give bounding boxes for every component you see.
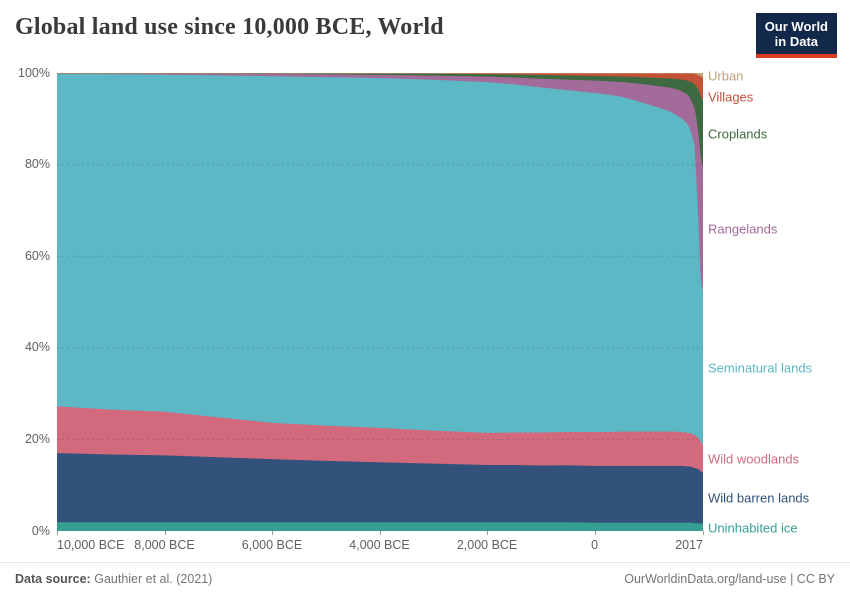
x-axis-tick-label: 6,000 BCE xyxy=(241,538,303,552)
y-axis-tick-label: 100% xyxy=(18,65,50,80)
x-axis-tick-label: 0 xyxy=(591,538,599,552)
x-axis-tick-mark xyxy=(594,531,596,535)
y-axis-tick-label: 80% xyxy=(24,157,50,172)
legend-label-seminatural-lands[interactable]: Seminatural lands xyxy=(708,360,813,376)
legend-label-uninhabited-ice[interactable]: Uninhabited ice xyxy=(708,520,798,536)
area-croplands[interactable] xyxy=(57,73,703,168)
y-axis-tick-label: 60% xyxy=(24,248,50,263)
x-axis-tick-mark xyxy=(164,531,166,535)
x-axis-tick-label: 10,000 BCE xyxy=(57,538,125,552)
footer: Data source: Gauthier et al. (2021) OurW… xyxy=(0,562,850,600)
y-axis-tick-label: 0% xyxy=(31,523,50,538)
series-boundary-rangelands xyxy=(56,73,704,169)
x-axis-tick-label: 2017 xyxy=(675,538,703,552)
area-rangelands[interactable] xyxy=(57,73,703,291)
area-wild-woodlands[interactable] xyxy=(57,406,703,473)
y-axis-tick-label: 40% xyxy=(24,340,50,355)
area-seminatural-lands[interactable] xyxy=(57,73,703,446)
x-axis-tick-label: 4,000 BCE xyxy=(349,538,410,552)
area-villages[interactable] xyxy=(57,73,703,101)
page-title: Global land use since 10,000 BCE, World xyxy=(15,14,444,40)
area-wild-barren-lands[interactable] xyxy=(57,453,703,525)
area-uninhabited-ice[interactable] xyxy=(57,522,703,531)
series-boundary-uninhabited-ice xyxy=(57,522,703,525)
x-axis-tick-mark xyxy=(272,531,274,535)
owid-logo-line2: in Data xyxy=(774,34,819,50)
x-axis-tick-mark xyxy=(379,531,381,535)
data-source-text: Data source: Gauthier et al. (2021) xyxy=(15,572,212,586)
series-boundary-wild-barren-lands xyxy=(56,453,704,474)
series-boundary-seminatural-lands xyxy=(56,73,704,291)
data-source-label: Data source: xyxy=(15,572,91,586)
y-axis-tick-label: 20% xyxy=(24,431,50,446)
x-axis-tick-label: 2,000 BCE xyxy=(456,538,518,552)
owid-logo[interactable]: Our World in Data xyxy=(755,13,837,58)
stacked-area-plot[interactable] xyxy=(56,72,704,531)
series-boundary-wild-woodlands xyxy=(56,406,703,446)
owid-logo-line1: Our World xyxy=(764,19,828,34)
x-axis-tick-label: 8,000 BCE xyxy=(134,538,195,552)
citation-link[interactable]: OurWorldinData.org/land-use | CC BY xyxy=(624,572,835,586)
legend-label-wild-barren-lands[interactable]: Wild barren lands xyxy=(708,490,810,506)
x-axis-tick-mark xyxy=(57,531,58,535)
x-axis-tick-mark xyxy=(703,531,704,535)
x-axis-tick-mark xyxy=(487,531,489,535)
legend-label-villages[interactable]: Villages xyxy=(708,89,754,105)
data-source-value: Gauthier et al. (2021) xyxy=(94,572,213,586)
legend-label-wild-woodlands[interactable]: Wild woodlands xyxy=(708,451,800,467)
series-boundary-croplands xyxy=(56,72,704,102)
legend-label-urban[interactable]: Urban xyxy=(708,68,744,84)
legend-label-rangelands[interactable]: Rangelands xyxy=(708,221,778,237)
legend-label-croplands[interactable]: Croplands xyxy=(708,126,768,142)
